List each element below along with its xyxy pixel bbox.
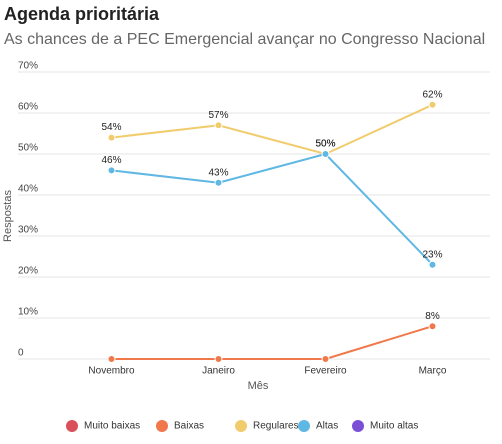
y-tick-label: 50% xyxy=(18,143,38,154)
legend-swatch xyxy=(298,420,310,432)
data-label: 23% xyxy=(422,249,442,260)
chart-subtitle: As chances de a PEC Emergencial avançar … xyxy=(4,31,485,48)
data-label: 57% xyxy=(208,110,228,121)
legend-swatch xyxy=(235,420,247,432)
data-point xyxy=(107,355,116,363)
y-tick-label: 70% xyxy=(18,61,38,72)
legend-label: Regulares xyxy=(253,421,299,432)
data-label: 62% xyxy=(422,89,442,100)
y-tick-label: 60% xyxy=(18,102,38,113)
data-point xyxy=(428,260,437,269)
data-point xyxy=(214,178,223,187)
y-tick-label: 10% xyxy=(18,307,38,318)
data-label: 50% xyxy=(315,139,335,150)
y-tick-label: 20% xyxy=(18,266,38,277)
legend-label: Muito altas xyxy=(370,421,418,432)
y-tick-label: 40% xyxy=(18,184,38,195)
x-tick-label: Fevereiro xyxy=(304,366,347,377)
x-tick-label: Novembro xyxy=(88,366,135,377)
legend-swatch xyxy=(156,420,168,432)
x-tick-label: Janeiro xyxy=(202,366,235,377)
data-point xyxy=(321,150,330,158)
y-axis-label: Respostas xyxy=(2,190,14,242)
data-point xyxy=(428,100,437,109)
data-point xyxy=(428,322,437,331)
y-tick-label: 30% xyxy=(18,225,38,236)
data-point xyxy=(214,121,223,130)
series-line xyxy=(111,103,433,156)
data-label: 54% xyxy=(101,122,121,133)
legend-swatch xyxy=(352,420,364,432)
data-point xyxy=(321,355,330,363)
legend-label: Muito baixas xyxy=(84,421,140,432)
series-line xyxy=(111,325,433,360)
legend-label: Altas xyxy=(316,421,338,432)
x-tick-label: Março xyxy=(419,366,447,377)
legend-label: Baixas xyxy=(174,421,204,432)
y-tick-label: 0 xyxy=(18,348,24,359)
x-axis-label: Mês xyxy=(248,380,269,392)
data-label: 8% xyxy=(425,311,440,322)
data-point xyxy=(107,133,116,142)
data-label: 46% xyxy=(101,155,121,166)
series-line xyxy=(111,152,434,266)
data-point xyxy=(107,166,116,175)
legend-swatch xyxy=(66,420,78,432)
chart-title: Agenda prioritária xyxy=(4,4,160,24)
data-label: 50% xyxy=(315,139,335,150)
data-point xyxy=(214,355,223,363)
data-label: 43% xyxy=(208,167,228,178)
